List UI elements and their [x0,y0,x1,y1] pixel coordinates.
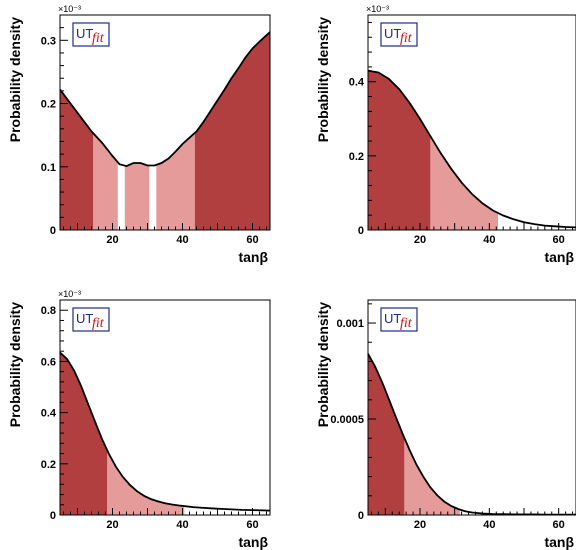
probability-region-light [107,450,185,515]
probability-region-dark [368,353,405,515]
x-axis-label: tanβ [238,534,268,550]
x-tick-label: 40 [483,519,495,531]
y-axis-label: Probability density [7,17,23,142]
y-axis-label: Probability density [315,17,331,142]
logo-ut-text: UT [76,311,93,326]
probability-region-light [404,438,460,515]
logo-ut-text: UT [384,26,401,41]
probability-region-dark [60,89,94,230]
y-tick-label: 0.6 [41,356,56,368]
logo-fit-text: fit [400,31,413,46]
x-tick-label: 40 [176,234,188,246]
y-tick-label: 0 [50,225,56,237]
logo-box [380,22,418,47]
density-curve [367,69,576,229]
y-tick-label: 0.8 [41,305,56,317]
chart-panel-2: 20 40 60 0 0.2 0.4 ×10⁻³ tanβ Probability densit… [315,4,576,265]
y-exponent-label: ×10⁻³ [58,4,81,14]
x-tick-label: 60 [246,519,258,531]
y-tick-label: 0.2 [41,459,56,471]
x-tick-label: 40 [176,519,188,531]
x-tick-label: 20 [106,234,118,246]
y-tick-label: 0.0005 [330,414,364,426]
probability-region-light [124,163,150,230]
probability-region-light [156,132,195,230]
x-tick-label: 60 [246,234,258,246]
y-tick-label: 0.4 [349,77,365,89]
density-curve [59,351,271,512]
y-tick-label: 0.3 [41,35,56,47]
logo-ut-text: UT [76,26,93,41]
y-tick-label: 0.2 [349,151,364,163]
x-tick-label: 60 [553,519,565,531]
logo-fit-text: fit [92,31,105,46]
y-tick-label: 0 [50,510,56,522]
logo-box [380,307,418,332]
y-exponent-label: ×10⁻³ [366,4,389,14]
plot-frame [367,299,576,516]
probability-region-light [430,136,498,230]
y-tick-label: 0.4 [41,408,57,420]
plot-frame [59,299,271,516]
chart-panel-4: 20 40 60 0 0.0005 0.001 tanβ Probability densit… [315,299,576,550]
logo-box [72,22,110,47]
y-tick-label: 0.1 [41,162,56,174]
logo-box [72,307,110,332]
chart-panel-3: 20 40 60 0 0.2 0.4 0.6 0.8×10⁻³ tanβ Probability … [7,289,271,550]
logo-fit-text: fit [400,316,413,331]
y-axis-label: Probability density [315,302,331,427]
chart-panel-1: 20 40 60 0 0.1 0.2 0.3 ×10⁻³ tanβ Probability den… [7,4,271,265]
logo-ut-text: UT [384,311,401,326]
y-tick-label: 0 [358,225,364,237]
x-axis-label: tanβ [544,249,574,265]
probability-region-dark [368,70,431,230]
x-tick-label: 40 [483,234,495,246]
plot-frame [59,14,271,231]
probability-region-dark [194,32,270,230]
probability-region-dark [60,352,108,515]
x-tick-label: 20 [106,519,118,531]
density-curve [367,353,576,516]
y-axis-label: Probability density [7,302,23,427]
logo-fit-text: fit [92,316,105,331]
plot-frame [367,14,576,231]
x-tick-label: 20 [414,234,426,246]
x-axis-label: tanβ [544,534,574,550]
x-axis-label: tanβ [238,249,268,265]
y-tick-label: 0.001 [336,318,364,330]
density-curve [59,31,271,168]
y-exponent-label: ×10⁻³ [58,289,81,299]
x-tick-label: 20 [414,519,426,531]
y-tick-label: 0.2 [41,99,56,111]
y-tick-label: 0 [358,510,364,522]
x-tick-label: 60 [553,234,565,246]
probability-region-light [93,133,118,230]
